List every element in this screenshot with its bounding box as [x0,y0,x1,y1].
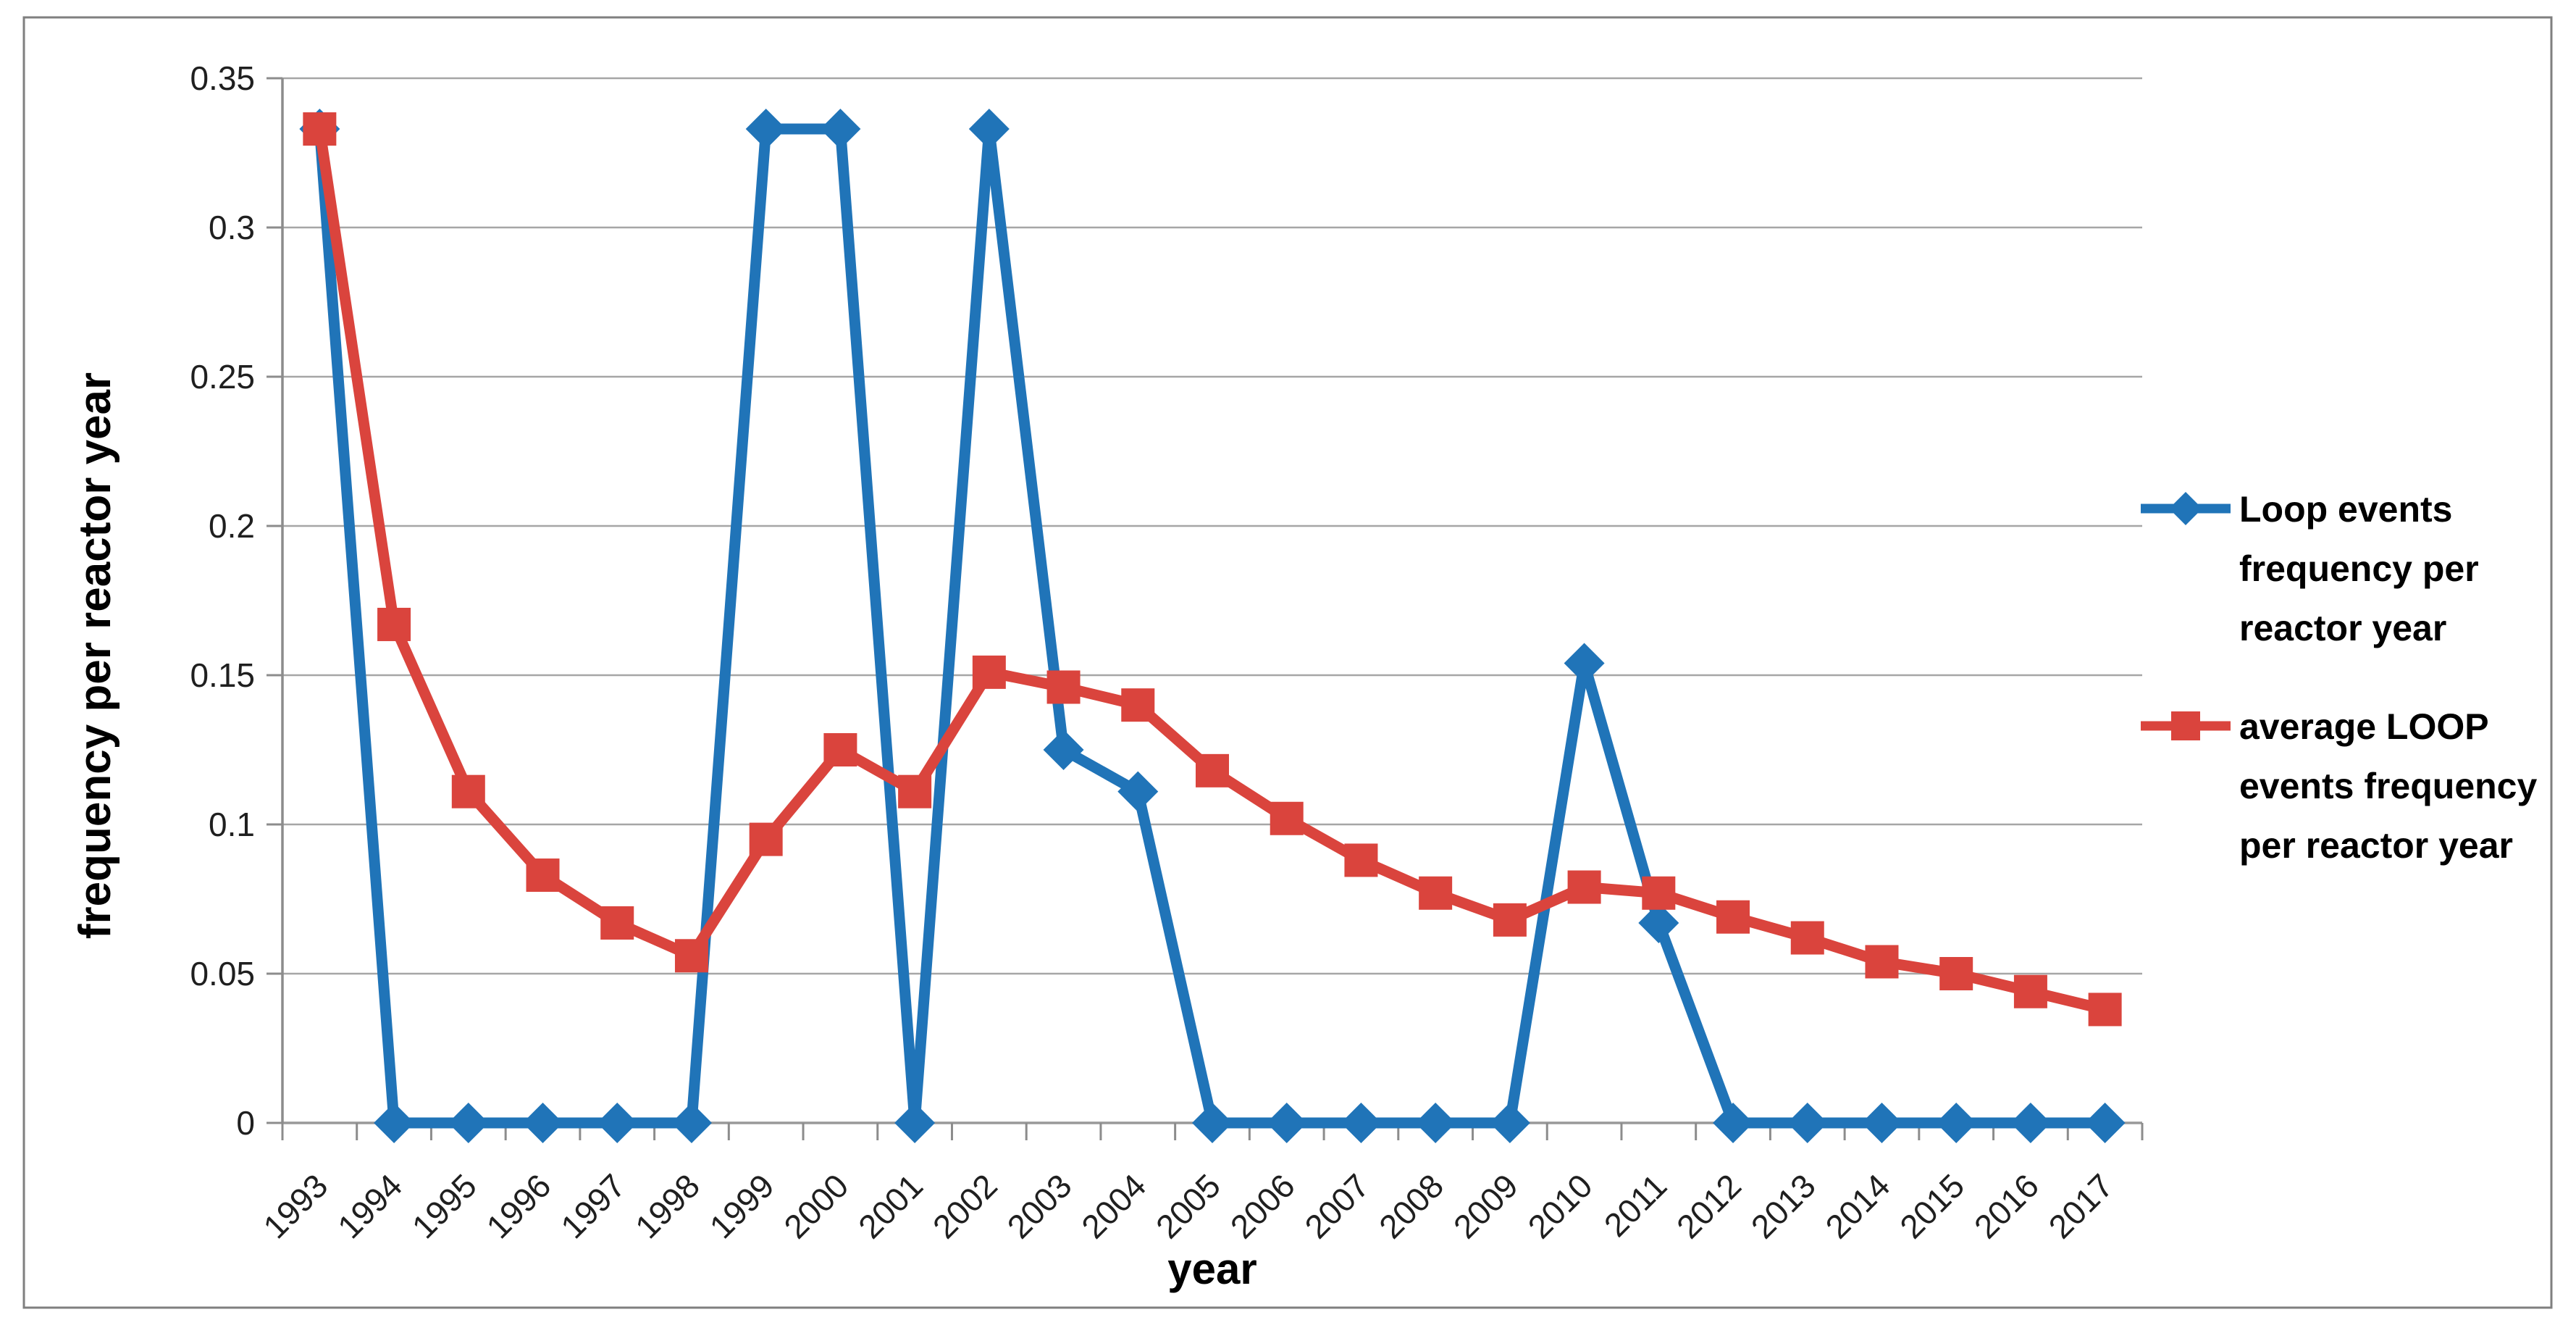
gridlines [282,77,2142,975]
legend: Loop events frequency per reactor year aver… [2141,489,2537,866]
data-point-marker [1415,1103,1456,1143]
legend-label: events frequency [2239,766,2537,806]
legend-label: per reactor year [2239,825,2513,866]
y-tick-label: 0.35 [190,59,255,97]
data-point-marker [1266,1103,1307,1143]
y-tick-label: 0.05 [190,955,255,993]
y-tick-label: 0 [236,1104,255,1142]
series-average-loop [303,112,2122,1027]
y-tick-label: 0.25 [190,358,255,396]
legend-label: frequency per [2239,548,2479,589]
x-axis-title: year [1167,1245,1256,1293]
data-point-marker [1043,730,1084,770]
data-point-marker [522,1103,563,1143]
legend-entry: Loop events frequency per reactor year [2141,489,2479,648]
data-point-marker [1192,1103,1233,1143]
data-point-marker [1713,1103,1754,1143]
data-point-marker [1121,688,1155,722]
data-point-marker [1493,903,1527,937]
data-point-marker [1939,957,1973,990]
data-point-marker [1564,643,1605,684]
data-point-marker [1419,876,1453,910]
data-point-marker [2013,974,2047,1008]
legend-square-icon [2171,711,2200,740]
data-point-marker [1787,1103,1828,1143]
y-tick-label: 0.1 [209,806,255,843]
data-point-marker [1567,870,1601,904]
legend-entry: average LOOP events frequency per reactor … [2141,706,2537,866]
data-point-marker [374,1103,415,1143]
data-point-marker [972,655,1006,689]
data-point-marker [1642,876,1676,910]
y-tick-label: 0.15 [190,656,255,694]
data-point-marker [671,1103,712,1143]
data-point-marker [1196,753,1229,787]
data-point-marker [1489,1103,1530,1143]
legend-label: reactor year [2239,608,2446,648]
data-point-marker [1790,921,1824,955]
data-point-marker [2088,993,2122,1027]
legend-label: Loop events [2239,489,2452,530]
chart-frame-border [22,16,2553,1309]
data-point-marker [749,822,783,856]
data-point-marker [451,774,485,808]
data-point-marker [745,109,786,150]
data-point-marker [1344,843,1378,877]
y-tick-label: 0.3 [209,209,255,246]
legend-diamond-icon [2169,492,2202,525]
data-point-marker [377,607,411,641]
y-tick-label: 0.2 [209,507,255,545]
data-point-marker [597,1103,638,1143]
legend-label: average LOOP [2239,706,2489,747]
data-point-marker [1046,670,1081,704]
data-point-marker [1936,1103,1977,1143]
data-point-marker [303,112,337,146]
data-point-marker [1117,771,1159,812]
data-point-marker [1270,801,1304,835]
y-tick-labels: 0 0.05 0.1 0.15 0.2 0.25 0.3 0.35 [190,59,255,1142]
data-point-marker [600,906,634,940]
y-axis-title: frequency per reactor year [70,372,120,939]
data-point-marker [894,1103,936,1143]
data-point-marker [1716,900,1750,934]
data-point-marker [448,1103,489,1143]
data-point-marker [968,109,1010,150]
data-point-marker [674,939,708,973]
data-point-marker [1341,1103,1382,1143]
data-point-marker [1865,945,1899,979]
data-point-marker [823,733,857,766]
data-point-marker [820,109,861,150]
data-point-marker [1861,1103,1902,1143]
data-point-marker [2010,1103,2051,1143]
y-axis [267,77,284,1124]
data-point-marker [526,858,560,893]
data-point-marker [2084,1103,2126,1143]
data-point-marker [1638,902,1679,943]
data-point-marker [898,774,932,808]
